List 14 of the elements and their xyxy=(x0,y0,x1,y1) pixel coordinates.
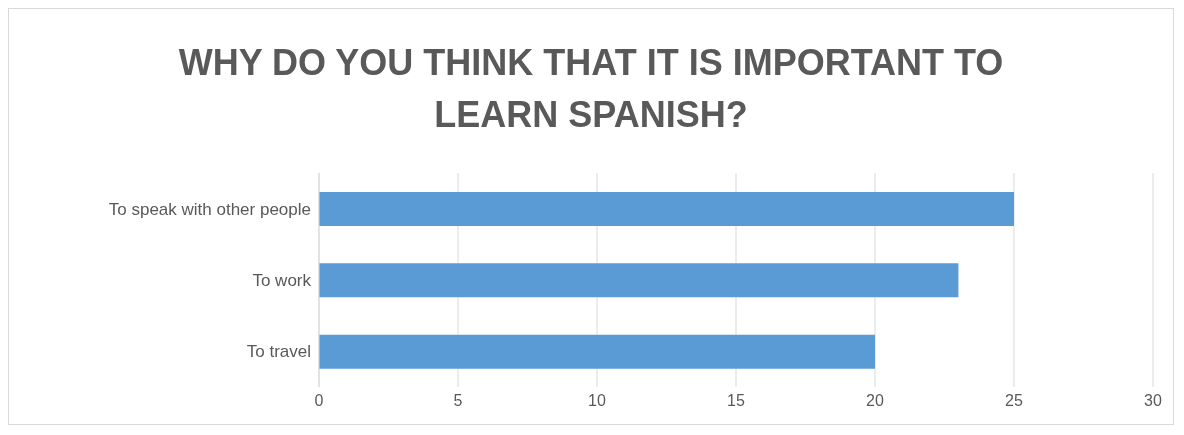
x-tick-label: 25 xyxy=(1005,392,1023,410)
x-tick-label: 30 xyxy=(1144,392,1162,410)
bar xyxy=(319,263,959,298)
bar xyxy=(319,334,875,369)
y-tick-label: To work xyxy=(252,271,312,291)
chart-title: WHY DO YOU THINK THAT IT IS IMPORTANT TO LEARN SPANISH? xyxy=(177,41,1005,137)
x-tick-label: 15 xyxy=(727,392,745,410)
x-tick-label: 20 xyxy=(866,392,884,410)
y-tick-label: To travel xyxy=(246,342,311,362)
x-tick-label: 5 xyxy=(453,392,463,410)
x-tick-label: 0 xyxy=(314,392,324,410)
y-tick-label: To speak with other people xyxy=(108,199,311,219)
bar xyxy=(319,192,1014,226)
x-tick-label: 10 xyxy=(588,392,606,410)
